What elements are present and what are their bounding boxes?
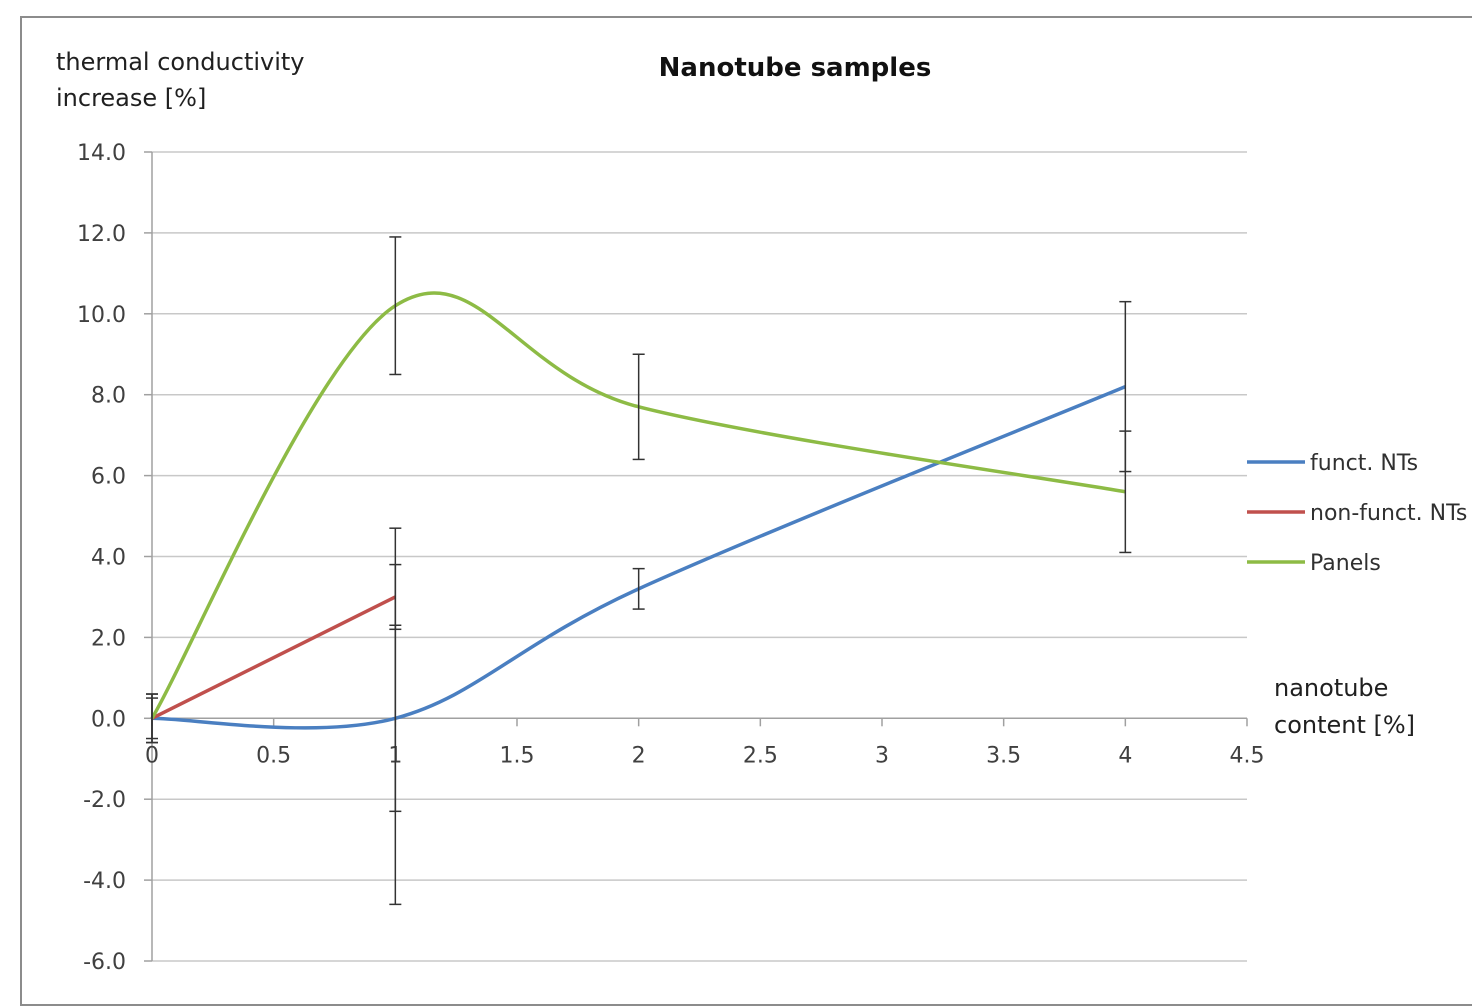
y-tick-label: -2.0	[83, 788, 126, 813]
legend-label-non-funct-nts: non-funct. NTs	[1310, 501, 1467, 526]
y-tick-label: 10.0	[77, 303, 126, 328]
y-tick-label: -4.0	[83, 869, 126, 894]
legend-label-funct-nts: funct. NTs	[1310, 451, 1418, 476]
x-axis-label-line2: content [%]	[1274, 711, 1415, 739]
tick-labels: 14.0 12.0 10.0 8.0 6.0 4.0 2.0 0.0 -2.0 -4.0 -6.0 0…	[77, 141, 1264, 975]
x-tick-label: 2.5	[743, 743, 778, 768]
x-axis-label-line1: nanotube	[1274, 674, 1388, 702]
y-axis-label-line2: increase [%]	[56, 84, 206, 112]
x-tick-label: 4.5	[1230, 743, 1265, 768]
y-tick-label: -6.0	[83, 950, 126, 975]
series-line-non-funct-nts	[151, 595, 397, 720]
legend: funct. NTs non-funct. NTs Panels	[1247, 451, 1467, 576]
series-line-funct-nts	[151, 384, 1127, 730]
chart-frame	[20, 16, 1472, 1006]
axes	[144, 151, 1248, 962]
y-tick-label: 6.0	[91, 465, 126, 490]
grid-lines	[152, 151, 1247, 962]
x-tick-label: 1.5	[500, 743, 535, 768]
x-tick-label: 4	[1118, 743, 1132, 768]
x-tick-label: 3	[875, 743, 889, 768]
error-bars	[146, 236, 1132, 906]
y-tick-label: 8.0	[91, 384, 126, 409]
y-tick-label: 12.0	[77, 222, 126, 247]
y-tick-label: 0.0	[91, 707, 126, 732]
series-line-panels	[150, 291, 1126, 720]
x-tick-label: 0.5	[256, 743, 291, 768]
series-lines	[150, 291, 1127, 730]
legend-label-panels: Panels	[1310, 551, 1381, 576]
x-tick-label: 0	[145, 743, 159, 768]
y-tick-label: 14.0	[77, 141, 126, 166]
x-tick-label: 2	[632, 743, 646, 768]
x-tick-label: 3.5	[986, 743, 1021, 768]
chart-title: Nanotube samples	[659, 53, 932, 83]
y-tick-label: 2.0	[91, 626, 126, 651]
y-axis-label-line1: thermal conductivity	[56, 48, 305, 76]
y-tick-label: 4.0	[91, 546, 126, 571]
